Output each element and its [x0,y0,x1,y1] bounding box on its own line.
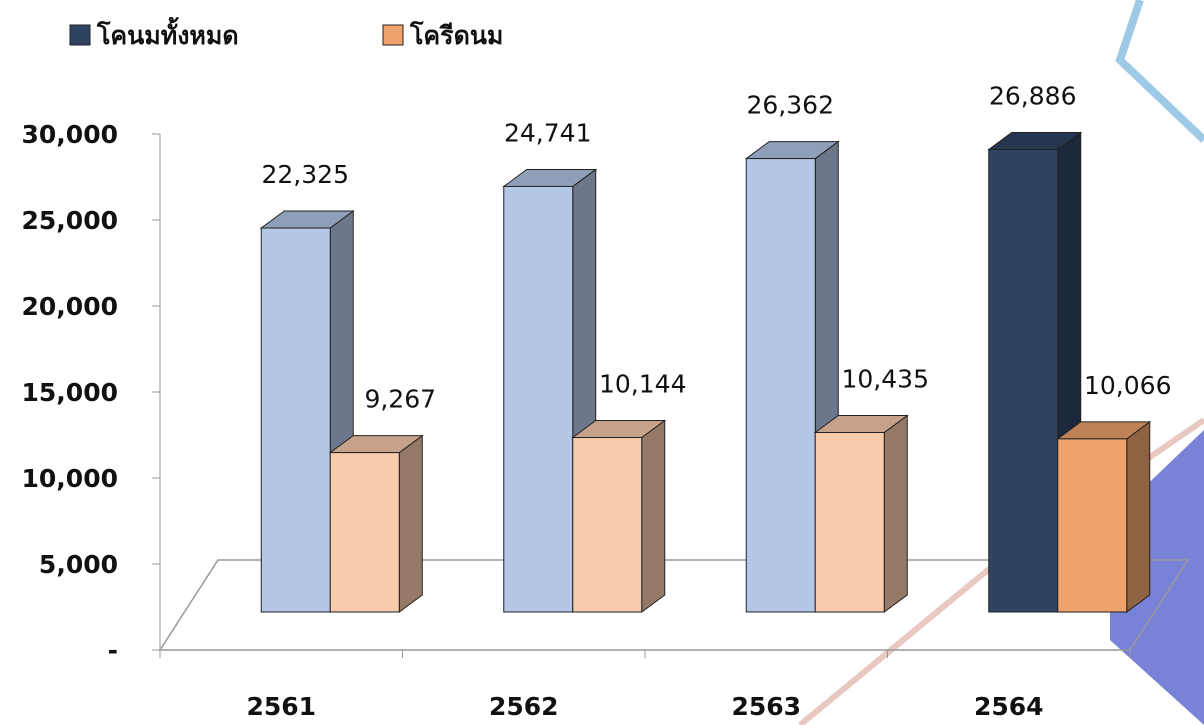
legend-label: โครีดนม [409,20,503,50]
y-tick-label: 20,000 [22,292,118,321]
value-label: 26,362 [747,91,834,120]
value-label: 10,066 [1084,371,1171,400]
x-tick-label: 2562 [489,692,559,721]
bar [504,186,573,612]
bar [815,433,884,612]
bar [573,438,642,612]
y-tick-label: 15,000 [22,378,118,407]
x-tick-label: 2563 [731,692,801,721]
y-tick-label: 10,000 [22,464,118,493]
value-label: 10,144 [599,370,686,399]
bar [330,453,399,612]
y-tick-label: - [108,636,118,665]
value-label: 24,741 [504,118,591,147]
value-label: 22,325 [262,160,349,189]
bar [989,150,1058,612]
y-tick-label: 30,000 [22,120,118,149]
y-tick-label: 5,000 [39,550,118,579]
y-tick-label: 25,000 [22,206,118,235]
legend-swatch [383,25,403,45]
bar [1058,439,1127,612]
bar-side [642,421,665,612]
bar-side [884,416,907,612]
value-label: 10,435 [842,365,929,394]
chart: - 5,000 10,000 15,000 20,000 25,000 30,000 2561… [0,0,1204,725]
bar-side [399,436,422,612]
x-tick-label: 2561 [246,692,316,721]
value-label: 9,267 [364,385,436,414]
decoration [1120,0,1204,140]
bar [746,159,815,612]
bar-side [1127,422,1150,612]
bar [261,228,330,612]
x-tick-label: 2564 [974,692,1044,721]
legend-swatch [70,25,90,45]
legend-label: โคนมทั้งหมด [96,16,239,50]
value-label: 26,886 [989,82,1076,111]
